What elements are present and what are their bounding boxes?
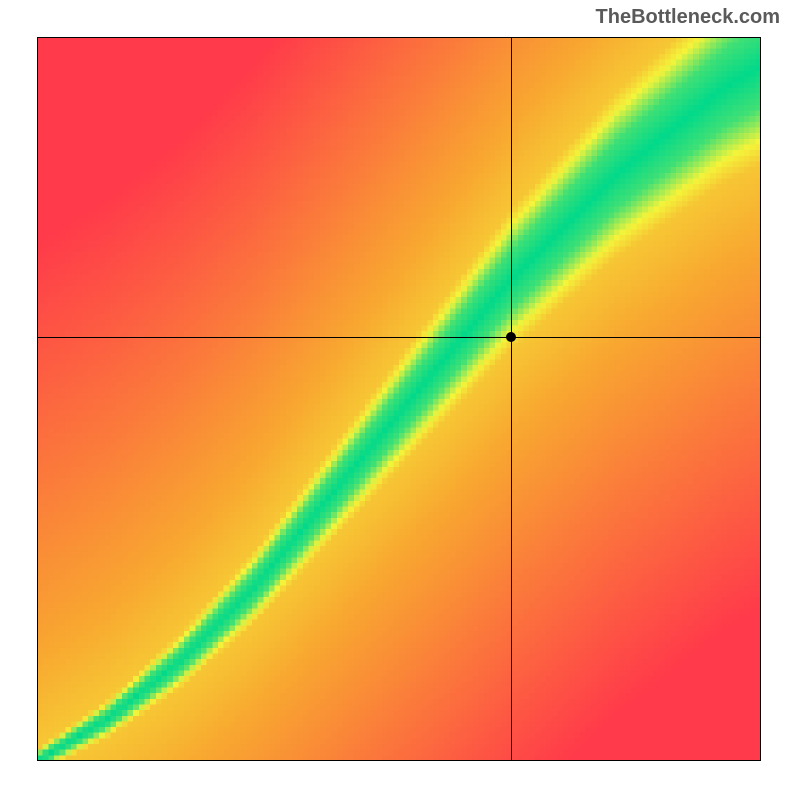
bottleneck-heatmap [37, 37, 761, 761]
watermark-text: TheBottleneck.com [596, 6, 780, 29]
crosshair-marker [506, 332, 516, 342]
heatmap-canvas [37, 37, 761, 761]
crosshair-vertical [511, 37, 512, 761]
crosshair-horizontal [37, 337, 761, 338]
